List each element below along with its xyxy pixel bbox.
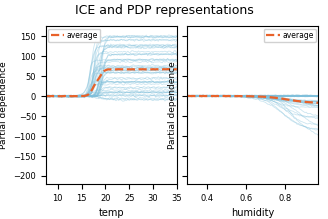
average bbox=[123, 68, 127, 71]
average bbox=[311, 101, 315, 104]
Y-axis label: Partial dependence: Partial dependence bbox=[0, 61, 8, 149]
average bbox=[185, 95, 189, 97]
Legend: average: average bbox=[264, 28, 316, 42]
average bbox=[171, 68, 175, 71]
average bbox=[265, 96, 269, 98]
average bbox=[67, 95, 71, 97]
average bbox=[44, 95, 48, 97]
average bbox=[167, 68, 171, 71]
average bbox=[113, 68, 117, 71]
X-axis label: temp: temp bbox=[98, 208, 124, 218]
average bbox=[71, 95, 74, 97]
Line: average: average bbox=[187, 96, 318, 103]
average bbox=[217, 95, 221, 97]
average bbox=[307, 101, 311, 104]
average bbox=[254, 95, 258, 98]
average bbox=[76, 95, 80, 97]
Y-axis label: Partial dependence: Partial dependence bbox=[168, 61, 177, 149]
Legend: average: average bbox=[48, 28, 100, 42]
X-axis label: humidity: humidity bbox=[231, 208, 274, 218]
average bbox=[175, 68, 179, 71]
average bbox=[201, 95, 205, 97]
Text: ICE and PDP representations: ICE and PDP representations bbox=[75, 4, 253, 17]
average bbox=[212, 95, 216, 97]
Line: average: average bbox=[46, 69, 177, 96]
average bbox=[316, 101, 320, 104]
average bbox=[166, 68, 170, 71]
